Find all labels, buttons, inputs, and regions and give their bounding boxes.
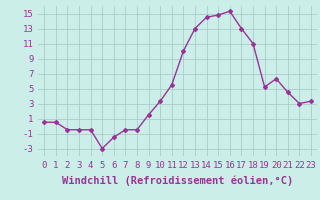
X-axis label: Windchill (Refroidissement éolien,°C): Windchill (Refroidissement éolien,°C) — [62, 175, 293, 186]
